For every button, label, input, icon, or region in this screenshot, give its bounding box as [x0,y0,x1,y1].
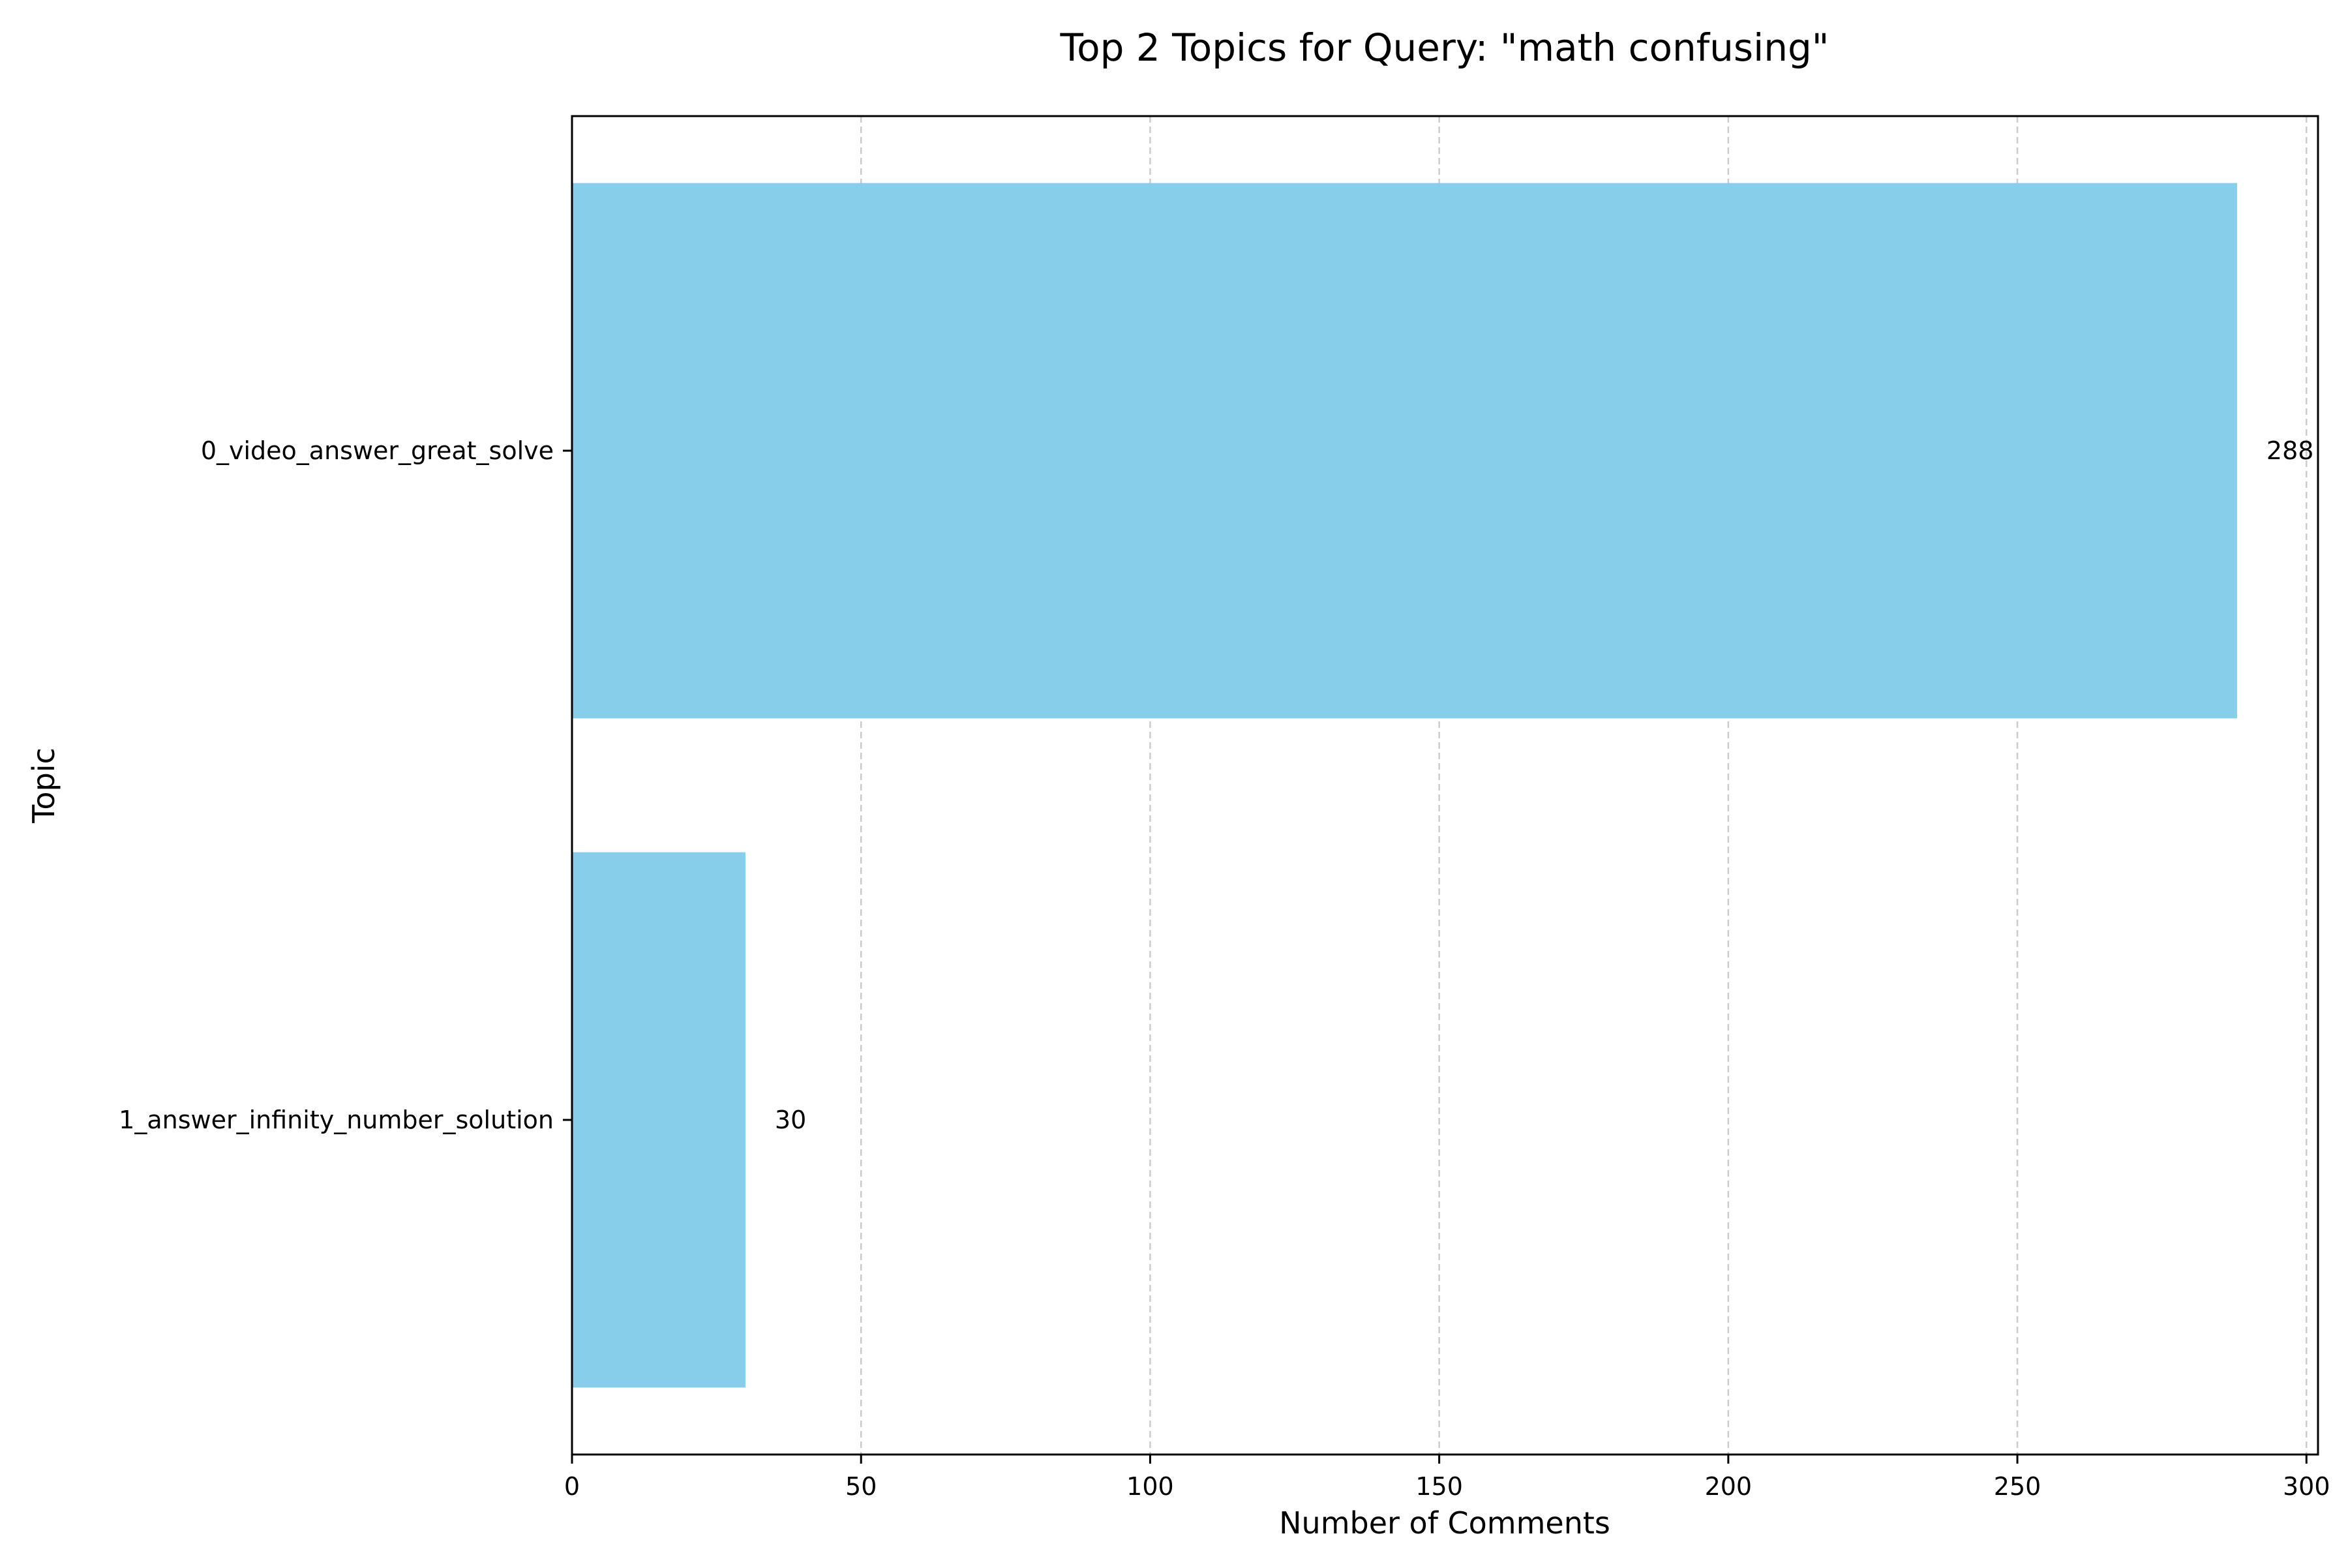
x-tick-label: 100 [1126,1472,1174,1501]
bar [572,183,2237,719]
x-tick-label: 200 [1705,1472,1753,1501]
x-tick-label: 300 [2283,1472,2330,1501]
ticks: 0 50 100 150 200 250 300 0_video_answer_great_s… [119,436,2330,1501]
plot-frame [571,115,2319,1456]
y-tick-label: 1_answer_infinity_number_solution [119,1106,554,1134]
y-tick-label: 0_video_answer_great_solve [201,436,554,465]
bar [572,852,745,1388]
bars [572,183,2237,1388]
data-labels: 288 30 [775,436,2314,1134]
y-axis-label: Topic [26,747,61,824]
x-tick-label: 50 [845,1472,877,1501]
x-axis-label: Number of Comments [1279,1505,1610,1541]
x-tick-label: 0 [564,1472,580,1501]
x-tick-label: 150 [1415,1472,1463,1501]
x-tick-label: 250 [1994,1472,2041,1501]
chart-title: Top 2 Topics for Query: "math confusing" [1060,25,1829,70]
bar-value-label: 288 [2266,436,2314,465]
axes [571,115,2319,1456]
bar-value-label: 30 [775,1106,806,1134]
